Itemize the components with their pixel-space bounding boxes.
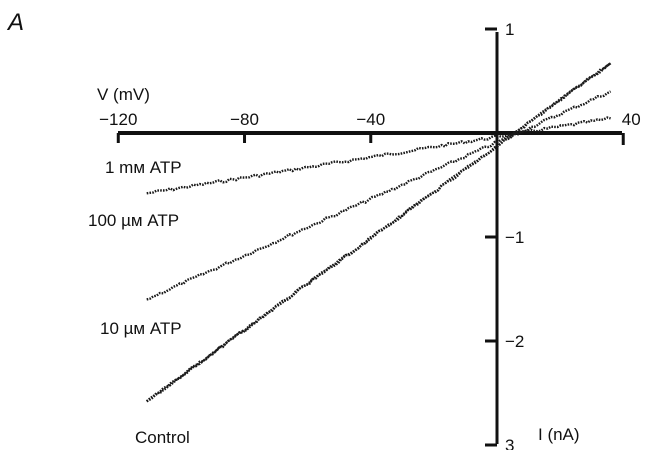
x-ticks: −120 −80 −40 40 (99, 110, 641, 145)
series-label-0: 1 mм ATP (105, 158, 182, 177)
series-line-1 (146, 90, 612, 301)
x-tick-label-0: −120 (99, 110, 137, 129)
series-line-0 (146, 116, 611, 195)
y-axis-label: I (nA) (538, 425, 580, 444)
y-tick-label-3: 3 (505, 436, 514, 450)
series-label-2: 10 µм ATP (100, 319, 182, 338)
series-group (145, 62, 612, 403)
series-label-1: 100 µм ATP (88, 211, 179, 230)
x-tick-label-2: −40 (356, 110, 385, 129)
y-tick-label-1: −1 (505, 228, 524, 247)
y-tick-label-0: 1 (505, 20, 514, 39)
x-tick-label-3: 40 (622, 110, 641, 129)
x-tick-label-1: −80 (230, 110, 259, 129)
panel-label: A (6, 9, 24, 36)
series-line-3 (146, 62, 612, 403)
y-tick-label-2: −2 (505, 332, 524, 351)
series-labels: 1 mм ATP 100 µм ATP 10 µм ATP Control (88, 158, 190, 447)
x-axis-label: V (mV) (97, 85, 150, 104)
y-ticks: 1 −1 −2 3 (485, 20, 524, 450)
series-label-3: Control (135, 428, 190, 447)
